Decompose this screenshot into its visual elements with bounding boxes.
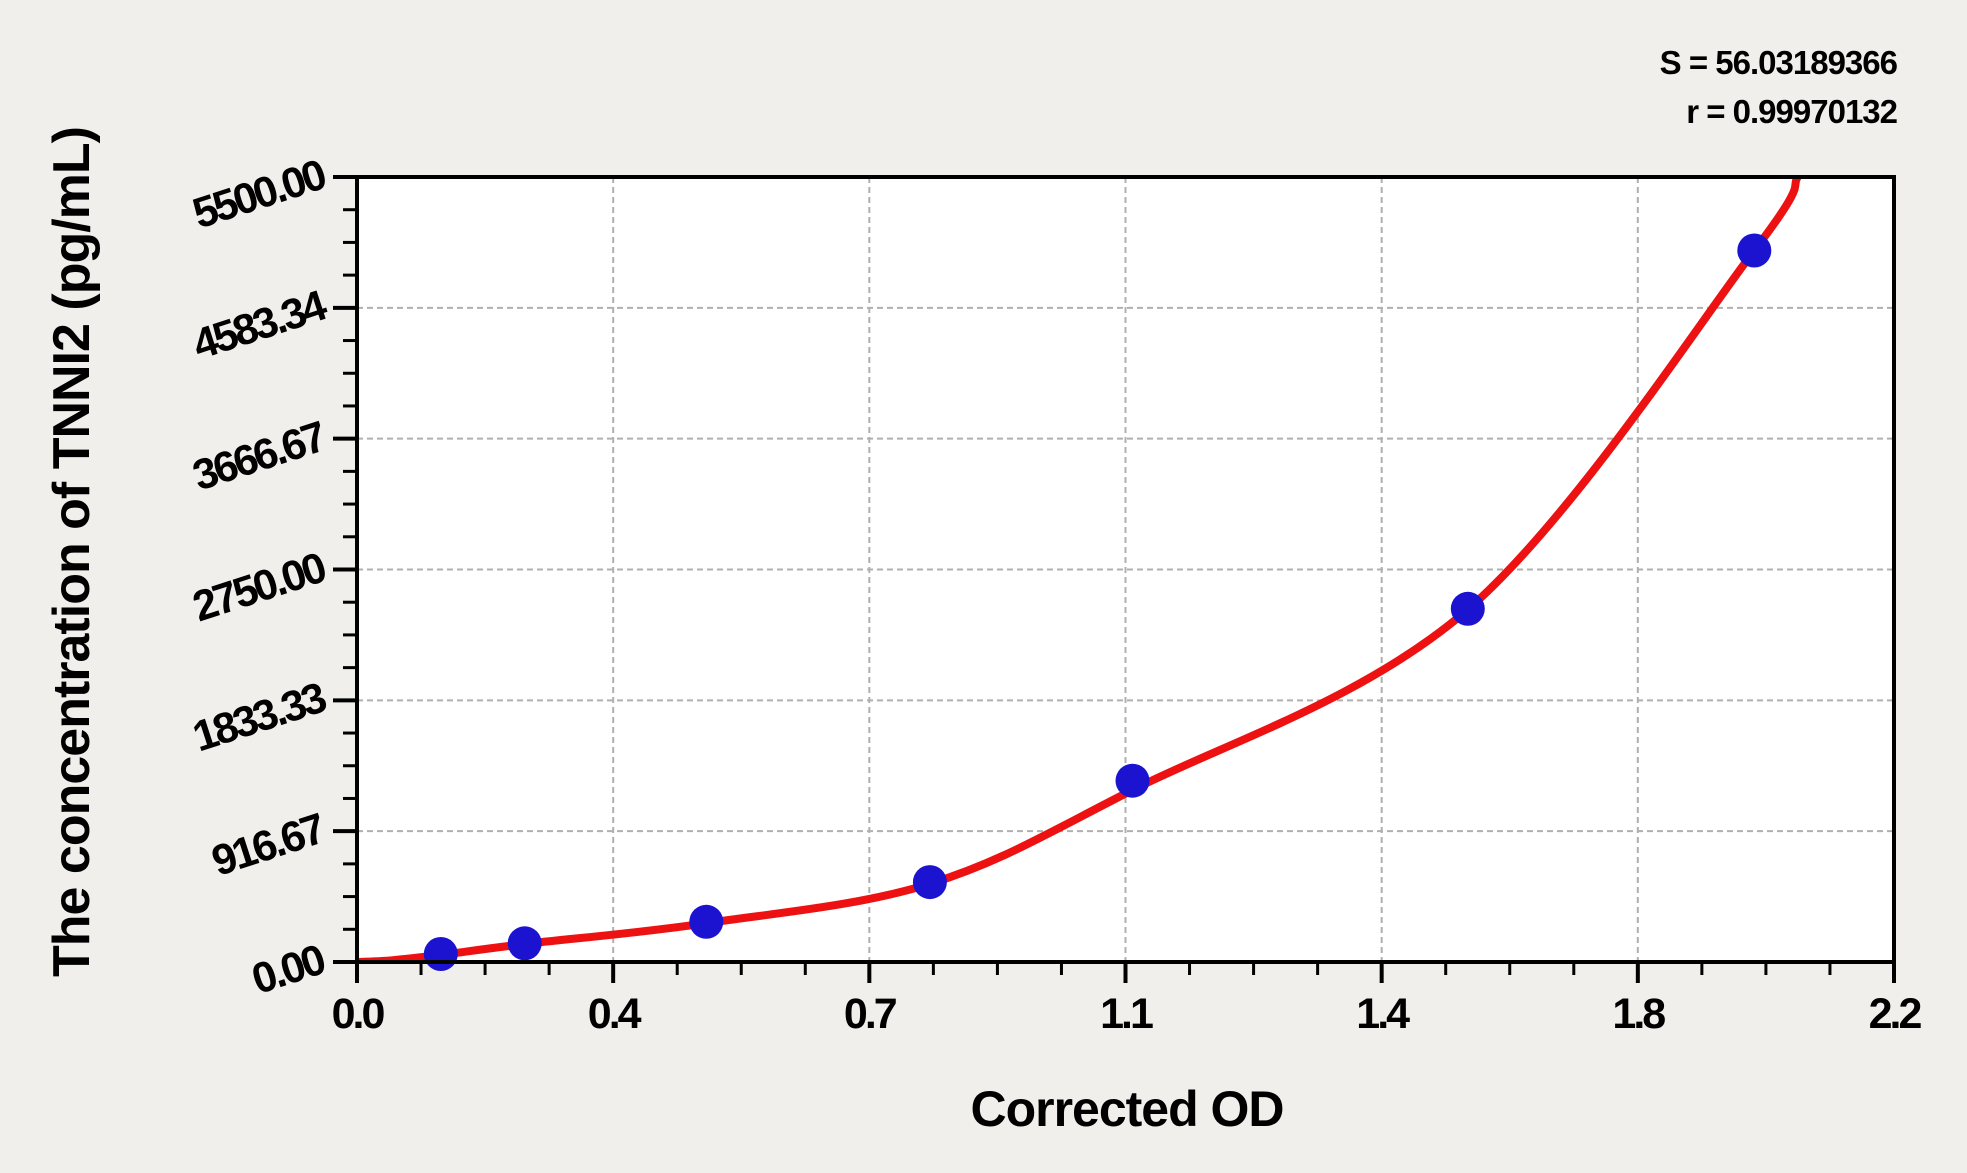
x-tick-label: 1.4 — [1356, 990, 1410, 1038]
fitted-curve — [357, 177, 1802, 962]
x-tick-label: 0.4 — [587, 990, 642, 1038]
data-point — [689, 904, 724, 939]
data-point — [423, 937, 458, 971]
r-value-text: r = 0.99970132 — [1686, 93, 1898, 130]
x-axis-title: Corrected OD — [970, 1081, 1284, 1137]
data-point — [1115, 763, 1150, 798]
data-point — [912, 865, 947, 900]
x-tick-label: 2.2 — [1868, 990, 1923, 1038]
data-point — [1450, 591, 1485, 626]
plot-border — [355, 175, 1896, 964]
s-value-text: S = 56.03189366 — [1659, 44, 1898, 81]
x-tick-label: 0.7 — [843, 990, 898, 1038]
data-point — [507, 926, 542, 961]
x-tick-label: 0.0 — [331, 990, 386, 1038]
fit-statistics: S = 56.03189366 r = 0.99970132 — [1659, 38, 1898, 136]
x-tick-label: 1.1 — [1100, 990, 1154, 1038]
data-point — [1737, 233, 1772, 268]
x-tick-label: 1.8 — [1612, 990, 1666, 1038]
